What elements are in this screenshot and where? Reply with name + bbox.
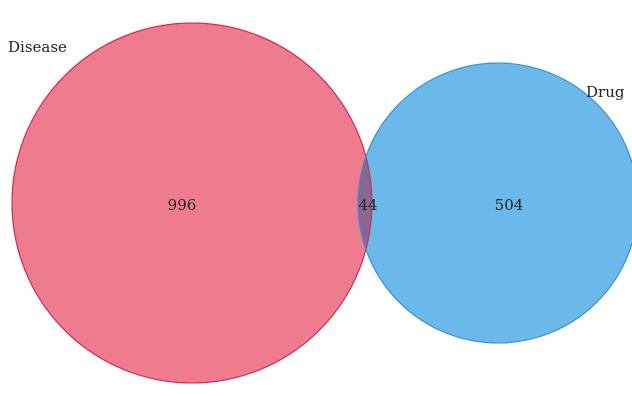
drug-only-count: 504	[495, 196, 524, 214]
disease-set-outline	[11, 22, 373, 384]
disease-only-count: 996	[168, 196, 197, 214]
drug-set-outline	[357, 62, 632, 344]
disease-set-label: Disease	[8, 38, 67, 56]
intersection-count: 44	[358, 196, 377, 214]
drug-set-label: Drug	[586, 83, 625, 101]
